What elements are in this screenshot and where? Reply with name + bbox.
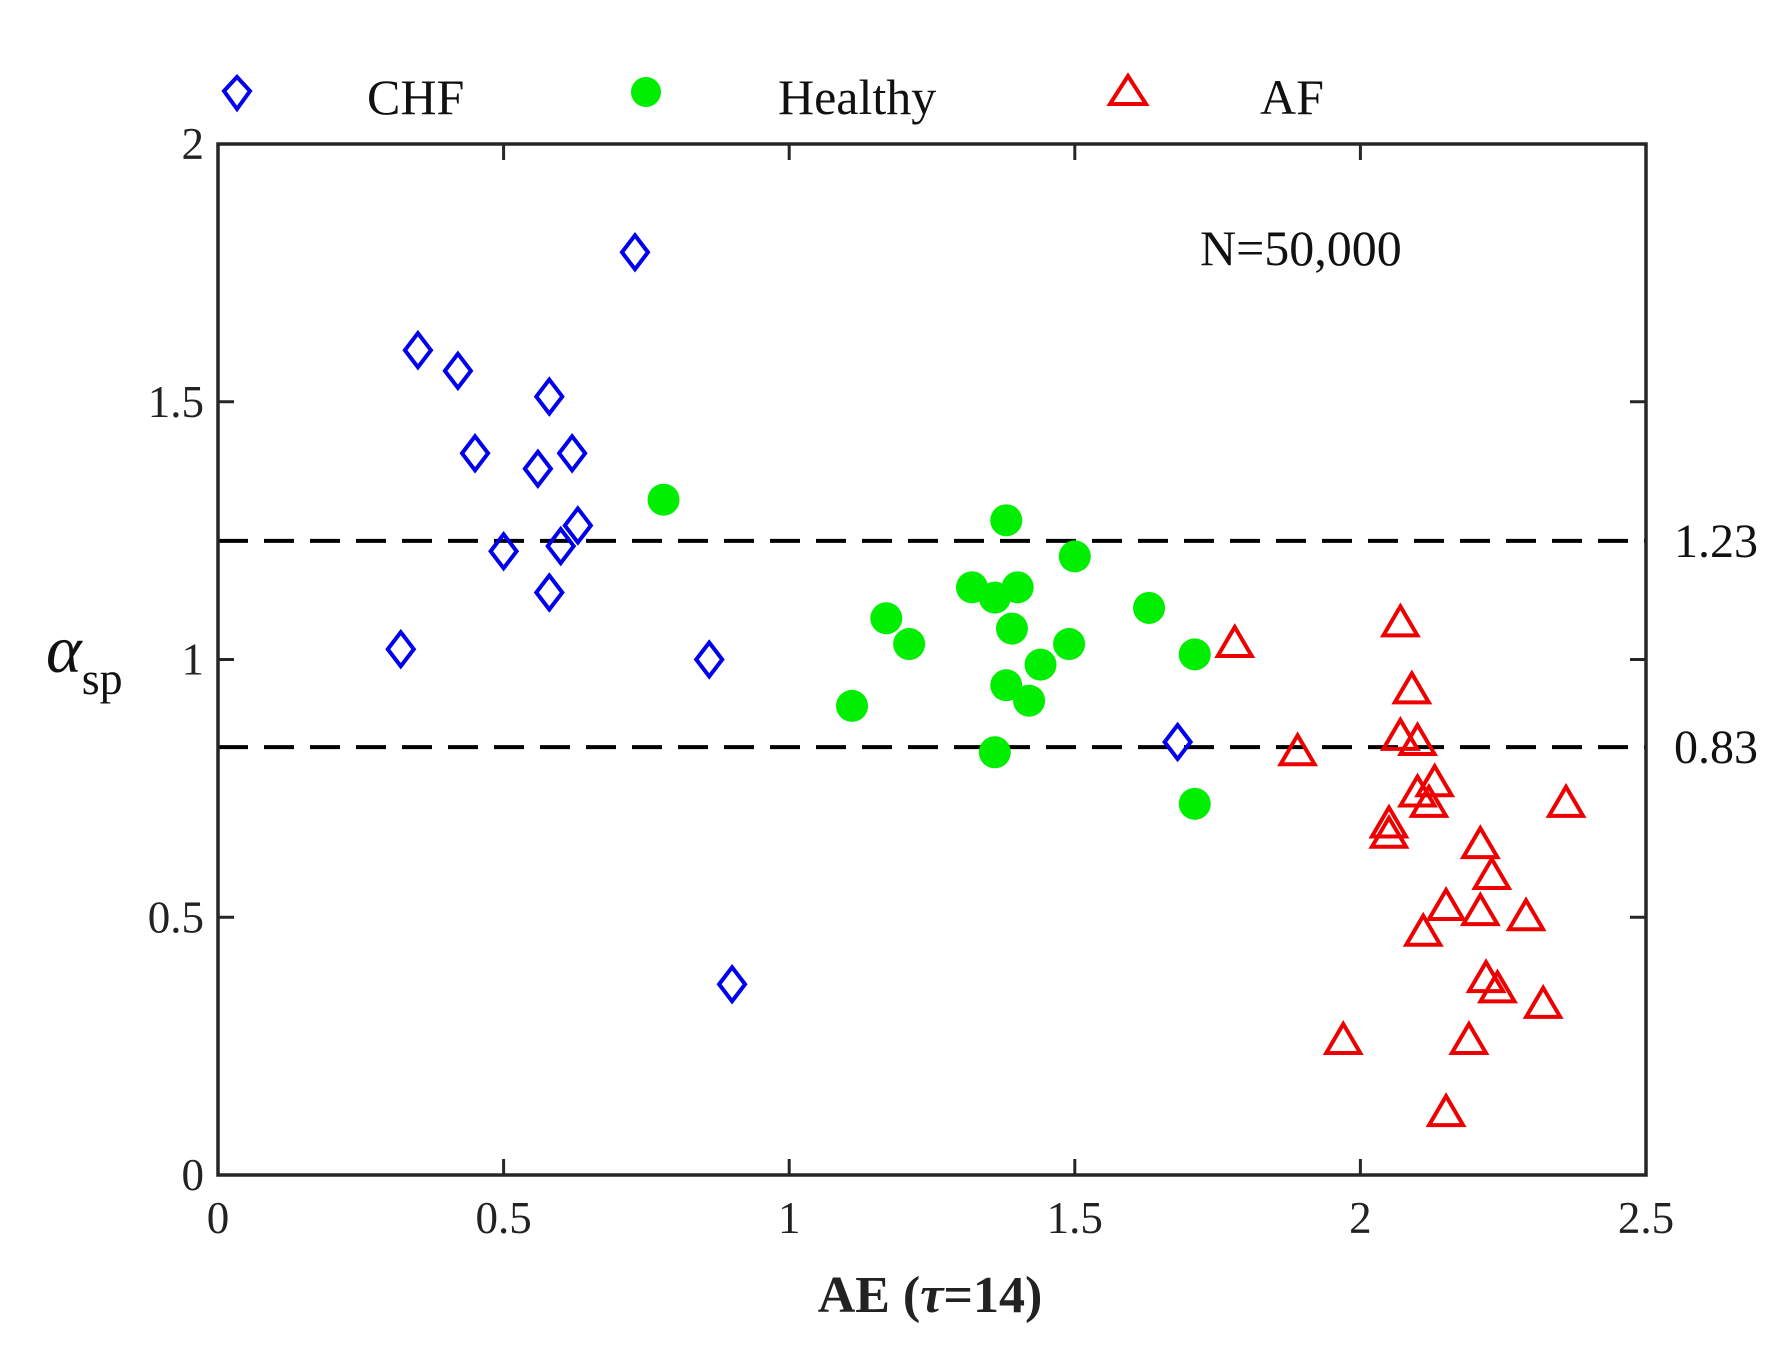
af-point (1425, 1092, 1467, 1128)
legend-chf-label: CHF (367, 69, 464, 125)
chf-point (556, 433, 588, 474)
sample-size-annotation: N=50,000 (1200, 220, 1402, 276)
chf-point (533, 376, 565, 417)
y-axis-title-sub: sp (82, 653, 123, 704)
y-tick-label: 1.5 (148, 377, 204, 427)
y-tick-label: 0 (182, 1150, 205, 1200)
healthy-point (1024, 648, 1057, 681)
healthy-point (1013, 684, 1046, 717)
legend-af-label: AF (1260, 69, 1324, 125)
y-tick-label: 1 (182, 635, 205, 685)
af-point (1391, 669, 1433, 705)
reference-lines: 1.23 0.83 (218, 515, 1758, 774)
chf-point (1162, 721, 1194, 763)
af-point (1522, 983, 1564, 1019)
healthy-point (1178, 638, 1211, 671)
af-point (1368, 803, 1410, 839)
af-point (1476, 968, 1518, 1004)
healthy-point (1178, 787, 1211, 820)
af-point (1471, 855, 1513, 891)
chf-point (488, 530, 520, 572)
x-axis-title-suffix: =14) (943, 1267, 1042, 1324)
healthy-point (990, 504, 1023, 537)
healthy-point (1053, 628, 1086, 661)
y-axis-title: αsp (46, 611, 123, 704)
chf-point (442, 350, 474, 392)
af-point (1277, 731, 1319, 767)
af-point (1322, 1020, 1364, 1055)
data-marks (385, 231, 1587, 1128)
reference-line-upper-label: 1.23 (1674, 515, 1758, 568)
af-point (1402, 911, 1444, 947)
x-tick-label: 0.5 (475, 1193, 531, 1243)
healthy-point (995, 612, 1028, 645)
x-tick-label: 2.5 (1618, 1193, 1674, 1243)
af-point (1368, 813, 1410, 849)
af-point (1214, 623, 1256, 659)
healthy-point (870, 602, 903, 635)
af-point (1448, 1020, 1490, 1055)
healthy-point (990, 669, 1023, 702)
healthy-point (893, 628, 926, 661)
x-axis-title-tau: τ (920, 1267, 945, 1324)
af-point (1414, 762, 1456, 798)
healthy-point (1001, 571, 1034, 604)
x-axis-title: AE (τ=14) (818, 1267, 1043, 1324)
chf-point (619, 231, 651, 273)
af-point (1459, 891, 1501, 927)
y-tick-label: 2 (182, 119, 205, 169)
series-chf (385, 231, 1194, 1005)
legend-chf-marker (221, 74, 253, 113)
legend: CHF Healthy AF (221, 69, 1324, 125)
healthy-point (647, 483, 680, 516)
y-tick-label: 0.5 (148, 892, 204, 942)
axis-ticks (216, 142, 1648, 1177)
series-healthy (647, 483, 1211, 820)
healthy-point (836, 689, 869, 722)
chf-point (545, 525, 577, 567)
af-point (1545, 782, 1587, 818)
healthy-point (1133, 591, 1166, 624)
chf-point (533, 572, 565, 613)
axis-tick-labels: 0 0.5 1 1.5 2 2.5 0 0.5 1 1.5 2 (148, 119, 1674, 1243)
af-point (1408, 782, 1450, 818)
series-af (1214, 602, 1587, 1128)
plot-frame (216, 142, 1648, 1177)
chf-point (385, 628, 417, 670)
af-point (1505, 896, 1547, 932)
chf-point (459, 433, 491, 474)
healthy-point (1058, 540, 1091, 573)
chf-point (402, 329, 434, 371)
chf-point (522, 448, 554, 490)
chf-point (716, 963, 748, 1005)
x-tick-label: 1 (778, 1193, 801, 1243)
legend-healthy-marker (631, 77, 661, 107)
x-tick-label: 0 (207, 1193, 230, 1243)
af-point (1425, 885, 1467, 921)
af-point (1379, 602, 1421, 638)
legend-af-marker (1106, 72, 1150, 106)
x-axis-title-prefix: AE ( (818, 1267, 921, 1324)
legend-healthy-label: Healthy (778, 69, 936, 125)
af-point (1459, 824, 1501, 860)
af-point (1397, 721, 1439, 756)
healthy-point (978, 736, 1011, 769)
reference-line-lower-label: 0.83 (1674, 721, 1758, 774)
af-point (1379, 715, 1421, 751)
chf-point (562, 505, 594, 546)
x-tick-label: 2 (1349, 1193, 1372, 1243)
chf-point (693, 639, 725, 680)
y-axis-title-alpha: α (46, 611, 83, 687)
x-tick-label: 1.5 (1047, 1193, 1103, 1243)
